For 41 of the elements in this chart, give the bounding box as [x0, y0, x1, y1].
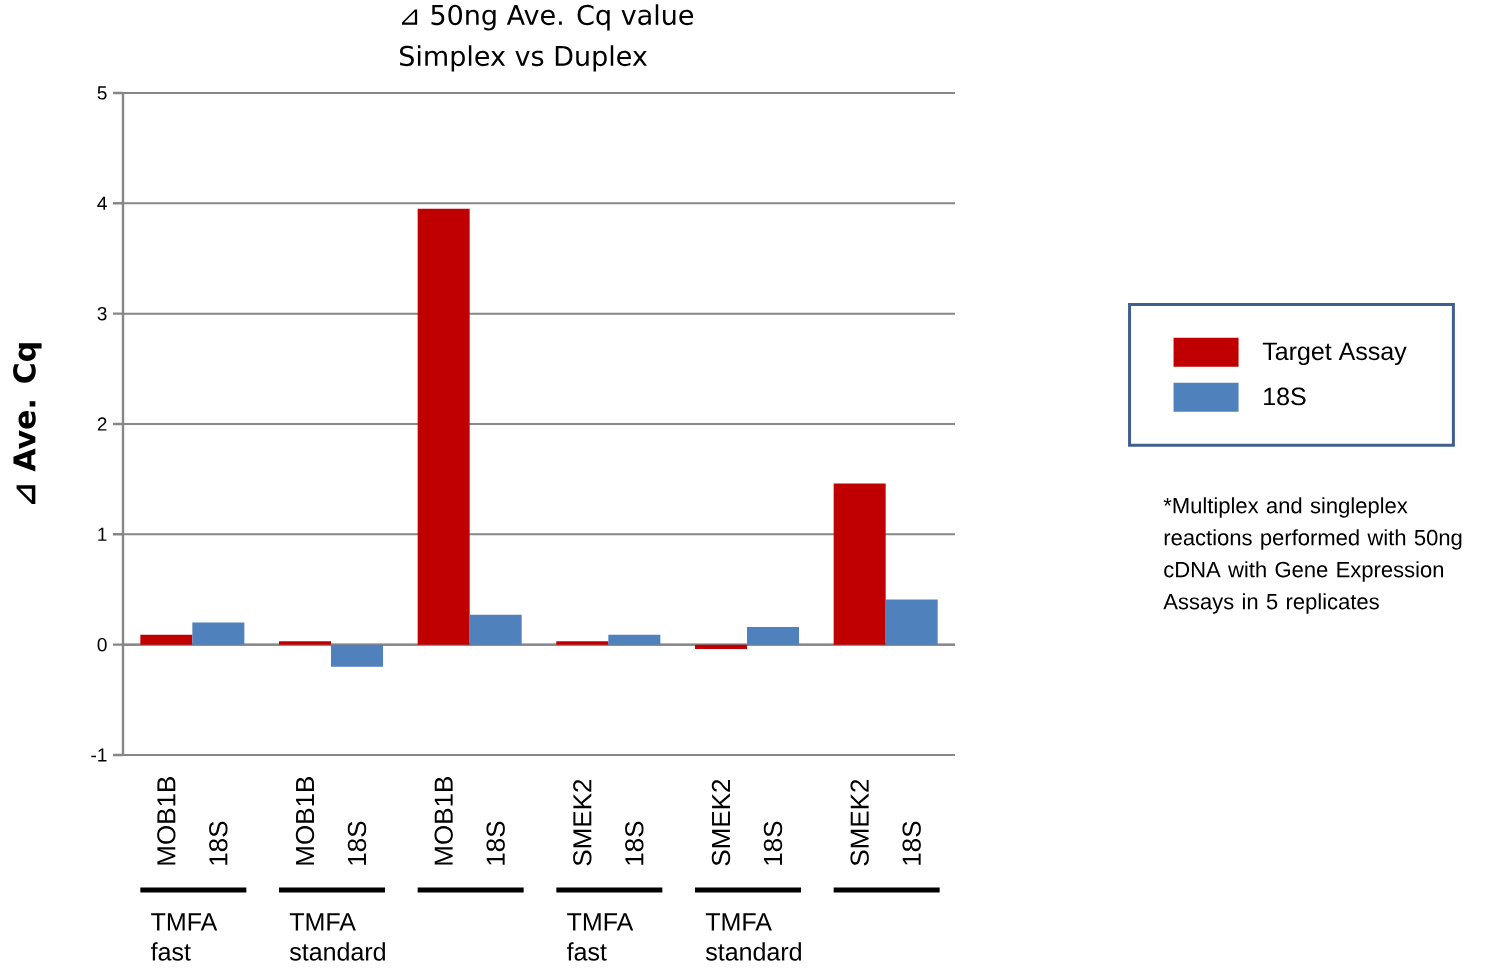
- text: *Multiplex and singleplex reactions performed with 50ng cDNA with Gene Expression Assays in 5 replicates: [1163, 497, 1462, 614]
- text: 18S: [347, 821, 367, 865]
- text: TMFA standard: [705, 913, 801, 961]
- bar: [833, 483, 886, 645]
- bar: [695, 644, 747, 650]
- bar: [469, 614, 522, 645]
- bar: [417, 208, 470, 645]
- chart-title: ⊿ 50ng Ave. Cq value: [401, 4, 694, 31]
- x-tick-label: SMEK2: [573, 779, 592, 866]
- y-tick-label: 0: [97, 637, 107, 652]
- x-tick-label: MOB1B: [295, 777, 315, 865]
- bar: [140, 634, 193, 645]
- bar: [279, 641, 332, 645]
- chart-subtitle: Simplex vs Duplex: [400, 45, 647, 72]
- text: 18S: [209, 821, 228, 865]
- x-tick-label: MOB1B: [157, 777, 176, 865]
- x-tick-label: SMEK2: [711, 779, 731, 866]
- text: 18S: [486, 821, 505, 865]
- y-tick-label: -1: [91, 748, 107, 762]
- text: TMFA fast: [566, 913, 634, 961]
- bar: [192, 622, 245, 645]
- x-tick-label: SMEK2: [850, 779, 869, 866]
- bar: [608, 634, 661, 645]
- text: 18S: [763, 821, 783, 865]
- text: 18S: [902, 821, 921, 865]
- bar: [885, 599, 938, 645]
- legend-label: Target Assay: [1262, 342, 1407, 366]
- y-tick-label: 4: [97, 196, 107, 210]
- y-tick-label: 1: [98, 527, 107, 541]
- y-tick-label: 3: [97, 306, 107, 321]
- text: TMFA standard: [289, 913, 385, 961]
- bar: [747, 627, 800, 645]
- y-axis-title: ⊿ Ave. Cq: [13, 343, 42, 505]
- x-tick-label: MOB1B: [434, 777, 453, 865]
- bar: [331, 644, 383, 667]
- bar: [556, 641, 609, 645]
- y-tick-label: 5: [97, 86, 107, 100]
- text: 18S: [625, 821, 644, 865]
- legend-label: 18S: [1264, 387, 1306, 406]
- y-tick-label: 2: [97, 417, 107, 431]
- text: TMFA fast: [150, 913, 218, 961]
